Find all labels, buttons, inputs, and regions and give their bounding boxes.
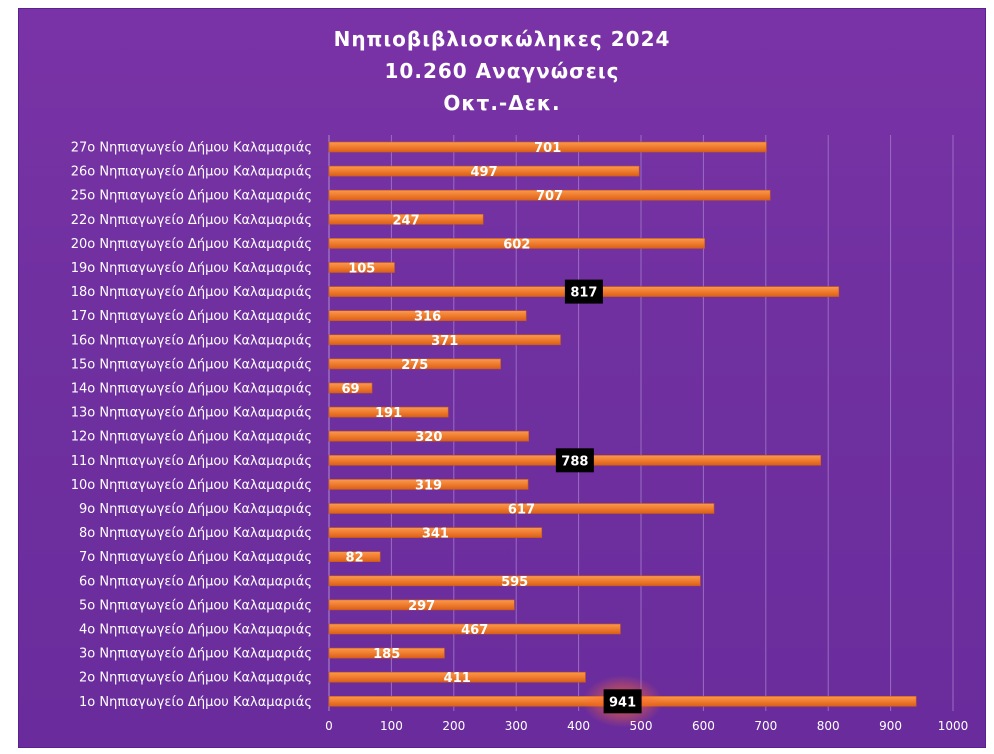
chart-frame: Νηπιοβιβλιοσκώληκες 2024 10.260 Αναγνώσε…: [18, 8, 986, 748]
category-label: 4ο Νηπιαγωγείο Δήμου Καλαμαριάς: [79, 623, 312, 638]
bar: [328, 334, 561, 346]
value-label: 191: [375, 406, 402, 421]
category-label: 5ο Νηπιαγωγείο Δήμου Καλαμαριάς: [79, 598, 312, 613]
x-tick-label: 1000: [938, 719, 969, 733]
category-label: 17ο Νηπιαγωγείο Δήμου Καλαμαριάς: [71, 309, 312, 324]
chart-title-line-2: 10.260 Αναγνώσεις: [384, 59, 620, 83]
bar: [328, 430, 529, 442]
x-tick-label: 300: [505, 719, 528, 733]
value-label: 617: [508, 503, 535, 518]
value-label: 371: [431, 334, 458, 349]
category-label: 6ο Νηπιαγωγείο Δήμου Καλαμαριάς: [79, 574, 312, 589]
bar: [328, 165, 640, 177]
category-label: 26ο Νηπιαγωγείο Δήμου Καλαμαριάς: [71, 165, 312, 180]
highlight-box: [564, 279, 603, 304]
value-label: 275: [401, 358, 428, 373]
value-label: 411: [444, 671, 471, 686]
value-label: 467: [461, 623, 488, 638]
value-label: 341: [422, 527, 449, 542]
category-label: 7ο Νηπιαγωγείο Δήμου Καλαμαριάς: [79, 550, 312, 565]
value-label: 707: [536, 189, 563, 204]
category-label: 9ο Νηπιαγωγείο Δήμου Καλαμαριάς: [79, 502, 312, 517]
category-label: 22ο Νηπιαγωγείο Δήμου Καλαμαριάς: [71, 213, 312, 228]
highlight-box: [555, 448, 594, 473]
value-label: 69: [341, 382, 359, 397]
bar: [328, 671, 586, 683]
value-label: 320: [415, 430, 442, 445]
x-tick-label: 200: [442, 719, 465, 733]
value-label: 316: [414, 310, 441, 325]
x-tick-label: 100: [380, 719, 403, 733]
value-label: 788: [561, 454, 588, 469]
value-label: 595: [501, 575, 528, 590]
value-label: 247: [392, 213, 419, 228]
value-label: 817: [570, 286, 597, 301]
bar-chart: 27ο Νηπιαγωγείο Δήμου Καλαμαριάς 26ο Νηπι…: [71, 135, 968, 733]
chart-title-line-3: Οκτ.-Δεκ.: [443, 91, 561, 115]
category-label: 14ο Νηπιαγωγείο Δήμου Καλαμαριάς: [71, 382, 312, 397]
chart-title-line-1: Νηπιοβιβλιοσκώληκες 2024: [333, 27, 671, 51]
category-labels: 27ο Νηπιαγωγείο Δήμου Καλαμαριάς 26ο Νηπι…: [71, 141, 312, 710]
x-tick-label: 800: [817, 719, 840, 733]
x-tick-label: 900: [879, 719, 902, 733]
value-label: 297: [408, 599, 435, 614]
value-label: 185: [373, 647, 400, 662]
bar: [328, 382, 373, 394]
x-tick-label: 700: [754, 719, 777, 733]
category-label: 27ο Νηπιαγωγείο Δήμου Καλαμαριάς: [71, 141, 312, 156]
category-label: 25ο Νηπιαγωγείο Δήμου Καλαμαριάς: [71, 189, 312, 204]
category-label: 18ο Νηπιαγωγείο Δήμου Καλαμαριάς: [71, 285, 312, 300]
bar: [328, 503, 715, 514]
bar: [328, 406, 449, 418]
value-label: 941: [609, 695, 636, 710]
value-label: 82: [346, 551, 364, 566]
category-label: 19ο Νηπιαγωγείο Δήμου Καλαμαριάς: [71, 261, 312, 276]
category-label: 8ο Νηπιαγωγείο Δήμου Καλαμαριάς: [79, 526, 312, 541]
bar: [328, 189, 771, 201]
category-label: 3ο Νηπιαγωγείο Δήμου Καλαμαριάς: [79, 647, 312, 662]
bar: [328, 575, 701, 587]
category-label: 12ο Νηπιαγωγείο Δήμου Καλαμαριάς: [71, 430, 312, 445]
bar: [328, 141, 767, 153]
category-label: 15ο Νηπιαγωγείο Δήμου Καλαμαριάς: [71, 357, 312, 372]
bar: [328, 623, 621, 635]
value-label: 319: [415, 478, 442, 493]
category-label: 13ο Νηπιαγωγείο Δήμου Καλαμαριάς: [71, 406, 312, 421]
value-label: 701: [534, 141, 561, 156]
bar: [328, 647, 445, 659]
category-label: 1ο Νηπιαγωγείο Δήμου Καλαμαριάς: [79, 695, 312, 710]
chart-title: Νηπιοβιβλιοσκώληκες 2024 10.260 Αναγνώσε…: [19, 23, 985, 119]
bar: [328, 527, 543, 538]
value-label: 105: [348, 262, 375, 277]
value-label: 497: [470, 165, 497, 180]
bar: [328, 358, 501, 370]
x-tick-label: 600: [692, 719, 715, 733]
bar: [328, 238, 705, 249]
category-label: 20ο Νηπιαγωγείο Δήμου Καλαμαριάς: [71, 237, 312, 252]
category-label: 11ο Νηπιαγωγείο Δήμου Καλαμαριάς: [71, 454, 312, 469]
x-tick-labels: 0 100 200 300 400 500 600 700 800 900 1000: [325, 719, 968, 733]
category-label: 10ο Νηπιαγωγείο Δήμου Καλαμαριάς: [71, 478, 312, 493]
x-tick-label: 0: [325, 719, 333, 733]
value-label: 602: [503, 237, 530, 252]
bar: [328, 310, 527, 322]
highlight-box: [603, 689, 642, 714]
grid-layer: [328, 135, 954, 711]
category-label: 16ο Νηπιαγωγείο Δήμου Καλαμαριάς: [71, 333, 312, 348]
bar: [328, 599, 515, 611]
category-label: 2ο Νηπιαγωγείο Δήμου Καλαμαριάς: [79, 671, 312, 686]
bar: [328, 262, 395, 273]
x-tick-label: 400: [567, 719, 590, 733]
bar: [328, 214, 484, 225]
bar: [328, 551, 381, 563]
bar: [328, 479, 529, 490]
